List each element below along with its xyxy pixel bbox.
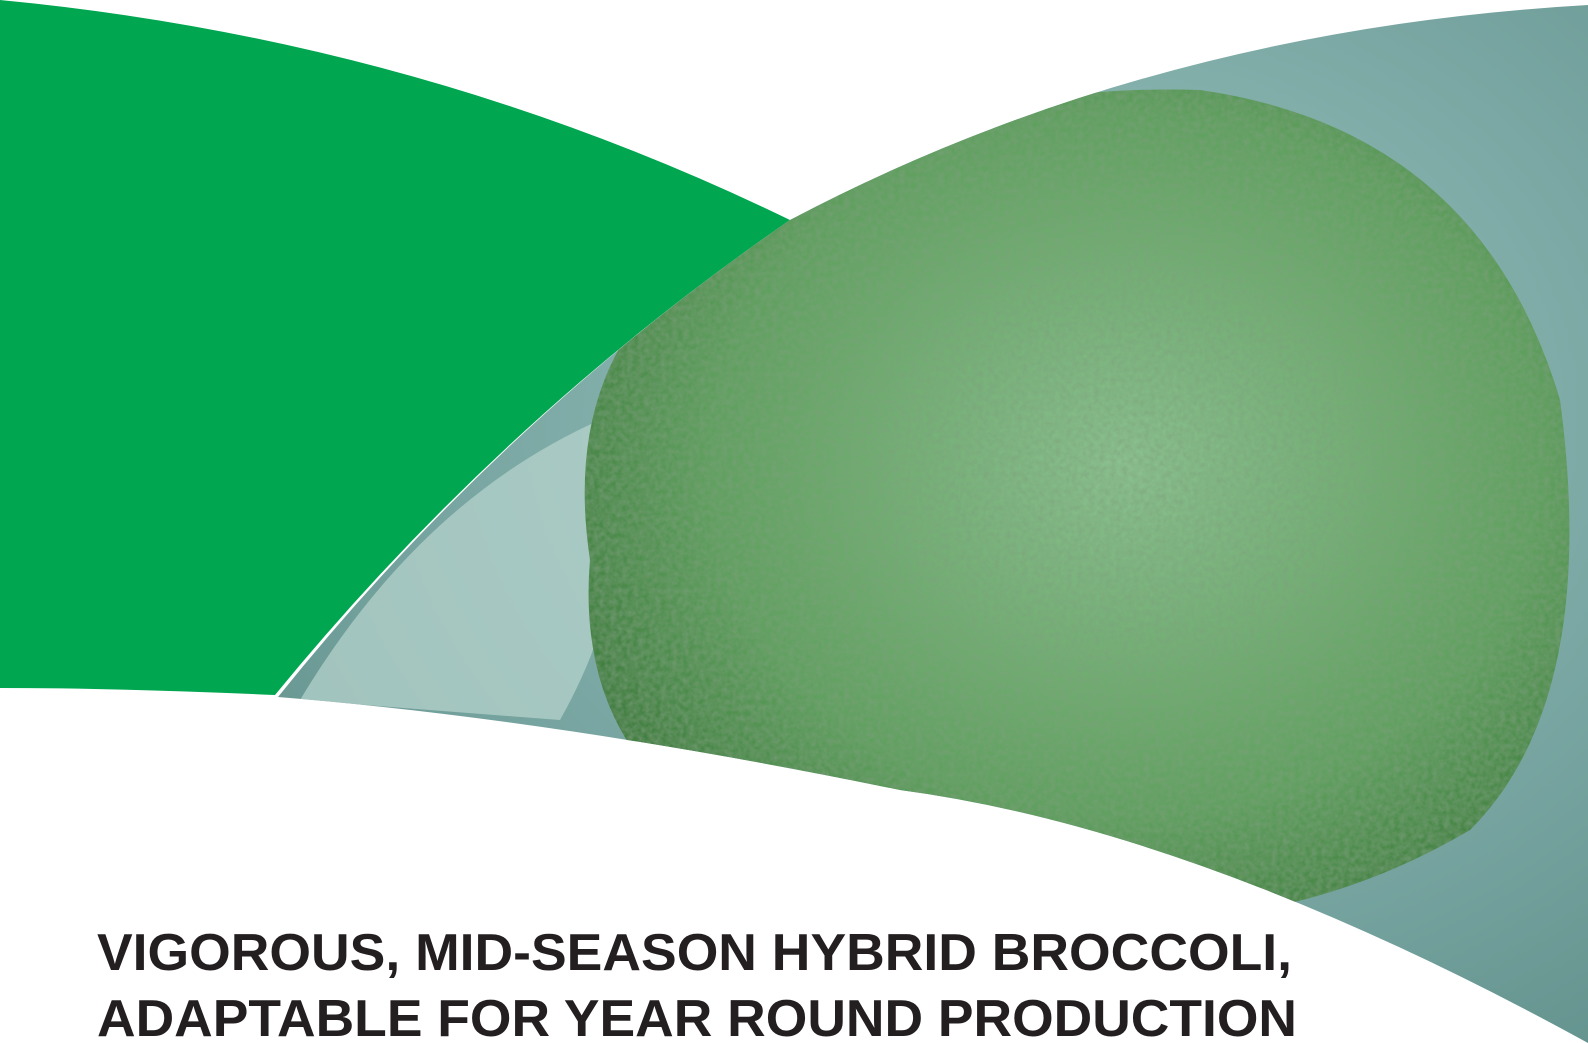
heading-line: VIGOROUS, MID-SEASON HYBRID BROCCOLI,	[97, 924, 1292, 982]
broccoli-head	[584, 89, 1570, 921]
leaf	[300, 420, 618, 720]
green-shape	[0, 0, 790, 695]
heading-line: ADAPTABLE FOR YEAR ROUND PRODUCTION	[97, 990, 1297, 1043]
